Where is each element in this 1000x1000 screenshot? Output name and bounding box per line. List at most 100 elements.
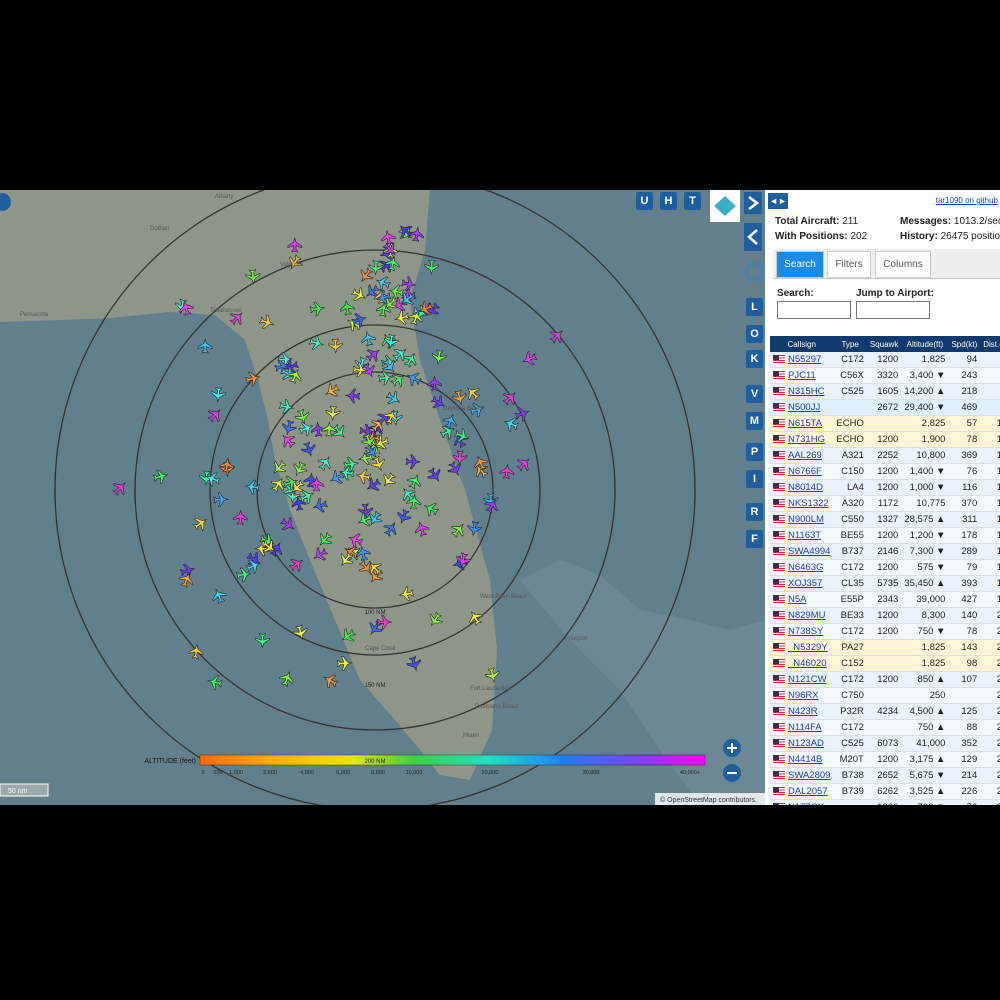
aircraft[interactable] bbox=[343, 456, 360, 472]
aircraft[interactable] bbox=[152, 468, 169, 485]
aircraft[interactable] bbox=[369, 455, 387, 473]
aircraft[interactable] bbox=[211, 386, 226, 403]
collapse-button[interactable] bbox=[0, 193, 11, 211]
aircraft[interactable] bbox=[188, 643, 204, 660]
aircraft[interactable] bbox=[483, 493, 499, 509]
aircraft[interactable] bbox=[359, 423, 375, 439]
aircraft[interactable] bbox=[355, 468, 372, 484]
aircraft[interactable] bbox=[213, 492, 229, 508]
aircraft[interactable] bbox=[365, 509, 384, 528]
callsign[interactable]: N738SY bbox=[788, 626, 824, 637]
callsign[interactable]: SWA4994 bbox=[788, 546, 831, 557]
aircraft[interactable] bbox=[355, 545, 372, 562]
aircraft-row[interactable]: N123AD C525 6073 41,000 352 2 bbox=[770, 735, 1000, 752]
aircraft[interactable] bbox=[465, 608, 484, 627]
aircraft[interactable] bbox=[197, 338, 213, 354]
aircraft[interactable] bbox=[364, 476, 383, 495]
aircraft[interactable] bbox=[424, 259, 440, 276]
aircraft[interactable] bbox=[377, 370, 394, 386]
aircraft[interactable] bbox=[401, 276, 417, 292]
aircraft[interactable] bbox=[233, 509, 248, 526]
callsign[interactable]: N8014D bbox=[788, 482, 823, 493]
aircraft[interactable] bbox=[219, 457, 235, 474]
callsign[interactable]: N96RX bbox=[788, 690, 819, 701]
aircraft[interactable] bbox=[380, 240, 400, 260]
column-header[interactable]: Dist.( bbox=[980, 336, 1000, 352]
aircraft[interactable] bbox=[210, 586, 228, 604]
aircraft[interactable] bbox=[227, 308, 247, 328]
aircraft[interactable] bbox=[380, 229, 396, 246]
aircraft[interactable] bbox=[297, 419, 315, 437]
github-link[interactable]: tar1090 on github bbox=[935, 196, 998, 205]
aircraft[interactable] bbox=[425, 466, 444, 485]
aircraft[interactable] bbox=[338, 626, 357, 645]
aircraft[interactable] bbox=[325, 405, 341, 422]
aircraft[interactable] bbox=[339, 299, 355, 316]
aircraft[interactable] bbox=[502, 415, 520, 433]
aircraft[interactable] bbox=[365, 558, 385, 578]
map-button[interactable]: T bbox=[684, 192, 701, 210]
aircraft[interactable] bbox=[268, 475, 287, 494]
aircraft[interactable] bbox=[355, 511, 374, 530]
aircraft[interactable] bbox=[344, 388, 361, 404]
aircraft[interactable] bbox=[513, 405, 531, 423]
aircraft-row[interactable]: _N46020 C152 1,825 98 2 bbox=[770, 655, 1000, 672]
map-button[interactable]: O bbox=[746, 325, 763, 343]
aircraft-row[interactable]: N4414B M20T 1200 3,175 ▲ 129 2 bbox=[770, 751, 1000, 768]
aircraft[interactable] bbox=[245, 268, 261, 285]
aircraft[interactable] bbox=[360, 432, 378, 450]
aircraft-row[interactable]: N55297 C172 1200 1,825 94 bbox=[770, 352, 1000, 368]
aircraft[interactable] bbox=[259, 537, 278, 556]
aircraft[interactable] bbox=[321, 421, 337, 437]
aircraft[interactable] bbox=[244, 479, 261, 495]
aircraft[interactable] bbox=[322, 381, 341, 400]
aircraft[interactable] bbox=[177, 299, 194, 317]
search-input[interactable] bbox=[777, 301, 851, 319]
column-header[interactable]: Spd(kt) bbox=[948, 336, 981, 352]
aircraft[interactable] bbox=[357, 450, 374, 466]
aircraft[interactable] bbox=[368, 260, 384, 276]
aircraft[interactable] bbox=[380, 356, 400, 376]
aircraft[interactable] bbox=[336, 656, 353, 671]
aircraft-row[interactable]: N96RX C750 250 2 bbox=[770, 687, 1000, 704]
aircraft[interactable] bbox=[290, 460, 309, 479]
callsign[interactable]: _N5329Y bbox=[788, 642, 828, 653]
aircraft[interactable] bbox=[427, 375, 442, 391]
aircraft[interactable] bbox=[452, 450, 468, 466]
aircraft-row[interactable]: N900LM C550 1327 28,575 ▲ 311 1 bbox=[770, 511, 1000, 528]
aircraft[interactable] bbox=[372, 434, 390, 452]
aircraft[interactable] bbox=[362, 442, 382, 462]
aircraft[interactable] bbox=[291, 495, 307, 512]
callsign[interactable]: N500JJ bbox=[788, 402, 821, 413]
column-header[interactable]: Squawk bbox=[866, 336, 902, 352]
aircraft[interactable] bbox=[449, 520, 469, 540]
aircraft-row[interactable]: N423R P32R 4234 4,500 ▲ 125 2 bbox=[770, 703, 1000, 720]
aircraft[interactable] bbox=[178, 570, 196, 588]
aircraft[interactable] bbox=[351, 311, 369, 329]
aircraft[interactable] bbox=[315, 530, 335, 550]
aircraft[interactable] bbox=[346, 531, 364, 549]
aircraft[interactable] bbox=[207, 674, 224, 691]
aircraft-row[interactable]: N114FA C172 750 ▲ 88 2 bbox=[770, 719, 1000, 736]
tab[interactable]: Filters bbox=[827, 251, 871, 278]
aircraft[interactable] bbox=[441, 412, 459, 430]
map-button[interactable]: I bbox=[746, 470, 763, 488]
aircraft[interactable] bbox=[416, 300, 435, 319]
map-button[interactable]: L bbox=[746, 298, 763, 316]
aircraft[interactable] bbox=[280, 419, 297, 436]
callsign[interactable]: N177CX bbox=[788, 802, 824, 805]
aircraft-row[interactable]: N315HC C525 1605 14,200 ▲ 218 bbox=[770, 383, 1000, 400]
aircraft[interactable] bbox=[375, 289, 392, 306]
aircraft[interactable] bbox=[466, 520, 482, 537]
aircraft[interactable] bbox=[244, 370, 261, 387]
aircraft[interactable] bbox=[244, 557, 262, 575]
map-button[interactable]: U bbox=[636, 192, 653, 210]
aircraft[interactable] bbox=[421, 499, 440, 518]
callsign[interactable]: NKS1322 bbox=[788, 498, 829, 509]
aircraft[interactable] bbox=[287, 237, 303, 253]
aircraft[interactable] bbox=[278, 670, 296, 688]
settings[interactable] bbox=[744, 262, 764, 282]
map-button[interactable]: R bbox=[746, 503, 763, 521]
aircraft[interactable] bbox=[393, 309, 410, 326]
aircraft[interactable] bbox=[327, 468, 346, 487]
